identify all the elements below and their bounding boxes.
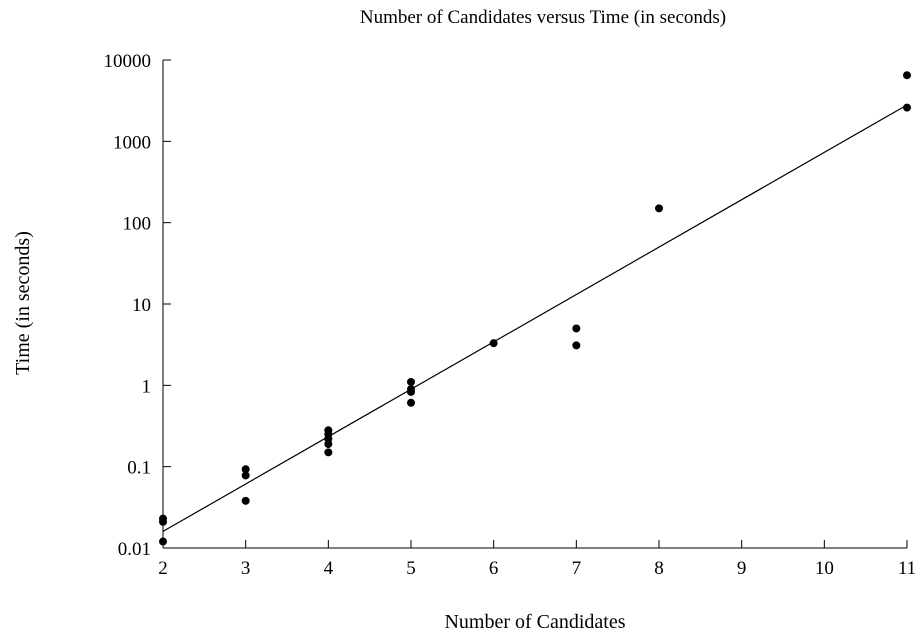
data-point — [903, 71, 911, 80]
data-point — [655, 204, 663, 213]
x-tick-label: 6 — [489, 558, 499, 579]
axes: 2 3 4 5 6 7 8 9 10 11 0.01 0.1 1 10 100 1000 10000 — [104, 51, 917, 579]
y-tick-label: 0.01 — [118, 539, 151, 560]
data-point — [407, 387, 415, 396]
data-point — [241, 496, 250, 505]
y-tick-label: 10000 — [104, 51, 152, 72]
data-point — [572, 324, 581, 333]
data-point — [489, 339, 498, 348]
y-tick-label: 1000 — [113, 132, 151, 153]
y-axis-label: Time (in seconds) — [12, 231, 34, 375]
trendline-group — [162, 104, 908, 532]
x-tick-label: 4 — [324, 558, 334, 579]
data-point — [241, 465, 250, 474]
y-tick-label: 100 — [123, 214, 152, 235]
data-point — [407, 398, 415, 407]
chart-title: Number of Candidates versus Time (in sec… — [360, 7, 726, 28]
y-tick-label: 1 — [142, 376, 152, 397]
data-point — [903, 103, 911, 112]
x-tick-label: 7 — [572, 558, 582, 579]
data-point — [324, 439, 333, 448]
x-tick-label: 9 — [737, 558, 747, 579]
x-tick-label: 3 — [241, 558, 251, 579]
y-tick-label: 0.1 — [127, 458, 151, 479]
data-point — [241, 471, 250, 480]
x-tick-label: 5 — [406, 558, 416, 579]
x-tick-label: 10 — [815, 558, 834, 579]
y-tick-label: 10 — [132, 295, 151, 316]
x-tick-label: 11 — [898, 558, 916, 579]
data-point — [159, 537, 167, 546]
data-points — [159, 71, 911, 546]
x-axis-label: Number of Candidates — [444, 611, 625, 633]
trendline — [162, 104, 908, 532]
data-point — [324, 448, 333, 457]
x-tick-label: 2 — [158, 558, 168, 579]
x-tick-label: 8 — [654, 558, 664, 579]
data-point — [572, 341, 581, 350]
data-point — [159, 517, 167, 526]
data-point — [407, 377, 415, 386]
